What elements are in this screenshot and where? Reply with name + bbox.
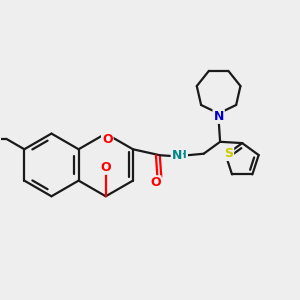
Text: O: O — [100, 161, 111, 174]
Text: O: O — [102, 133, 112, 146]
Text: N: N — [172, 149, 182, 162]
Text: N: N — [213, 110, 224, 123]
Text: O: O — [150, 176, 160, 189]
Text: S: S — [224, 147, 233, 160]
Text: H: H — [178, 150, 187, 160]
